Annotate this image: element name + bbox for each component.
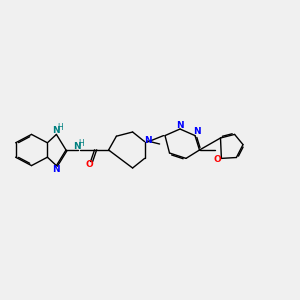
Text: H: H <box>78 139 84 148</box>
Text: N: N <box>176 121 184 130</box>
Text: N: N <box>52 165 60 174</box>
Text: O: O <box>214 154 222 164</box>
Text: N: N <box>73 142 81 151</box>
Text: N: N <box>193 128 200 136</box>
Text: O: O <box>85 160 93 169</box>
Text: H: H <box>57 123 63 132</box>
Text: N: N <box>52 126 60 135</box>
Text: N: N <box>144 136 152 145</box>
